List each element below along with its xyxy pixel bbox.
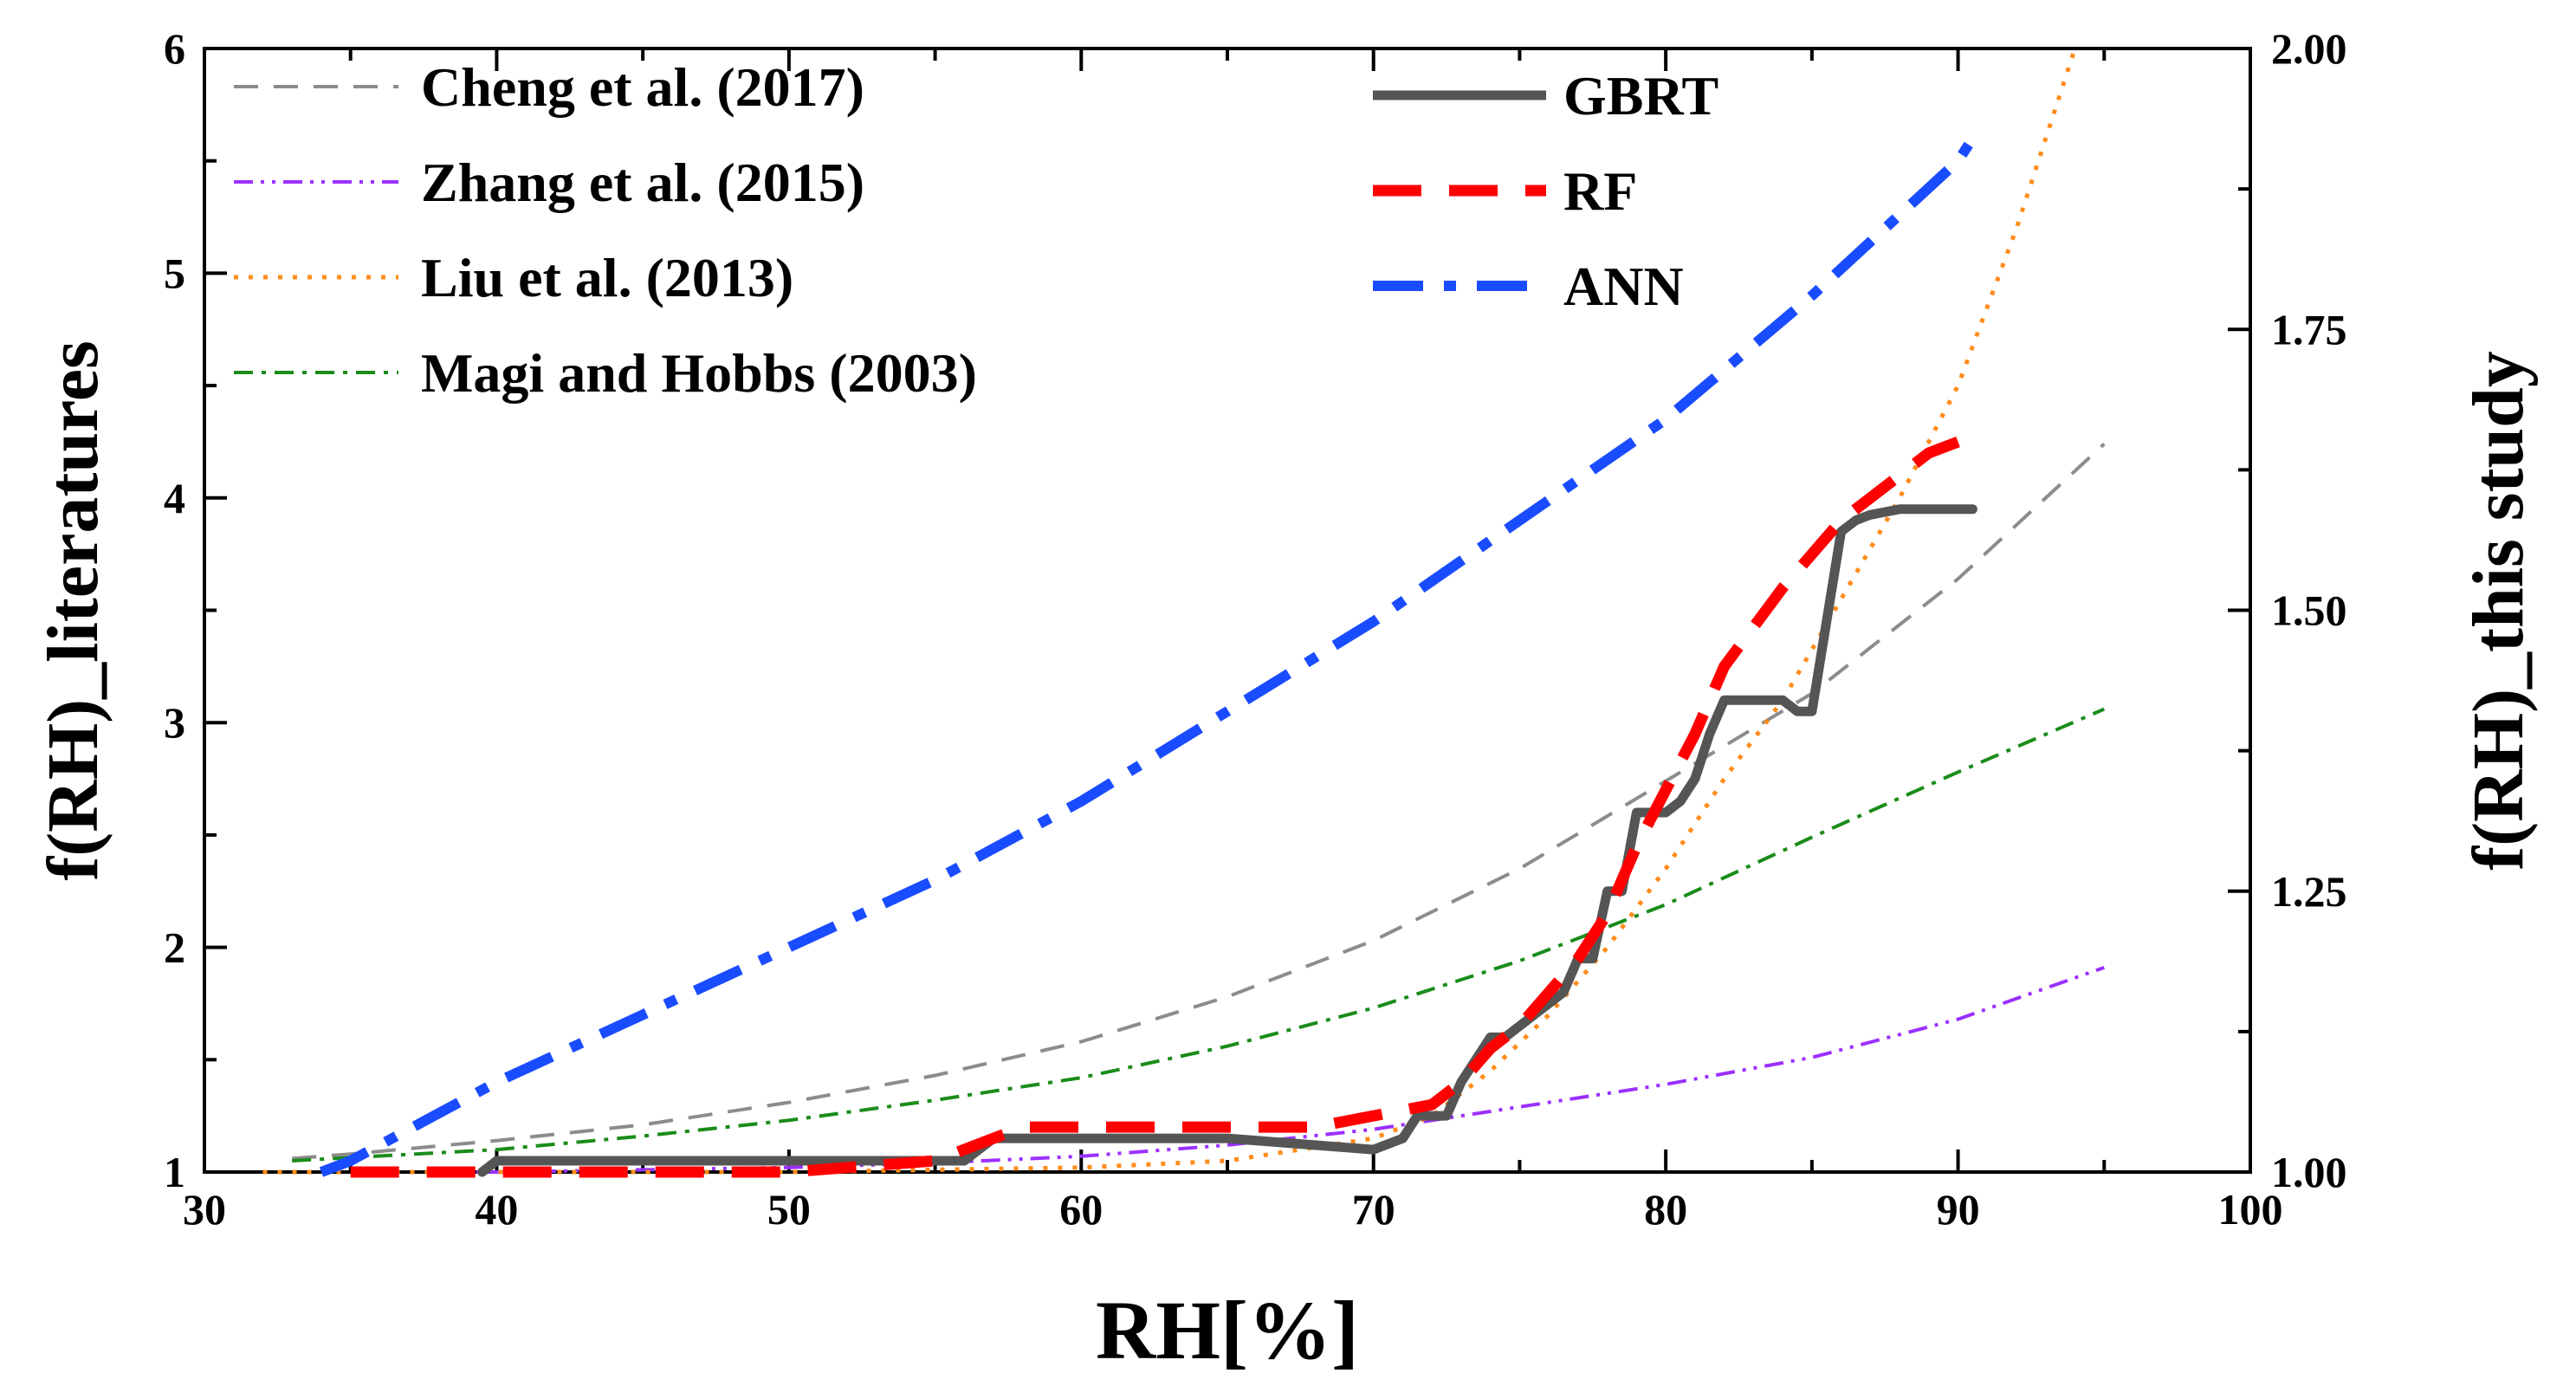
y-right-tick-label: 1.00	[2271, 1148, 2347, 1196]
x-tick-label: 60	[1059, 1185, 1103, 1234]
x-tick-label: 30	[183, 1185, 226, 1234]
x-tick-label: 90	[1937, 1185, 1980, 1234]
series-line-liu-et-al-2013	[262, 48, 2077, 1175]
x-tick-label: 40	[475, 1185, 518, 1234]
y-right-tick-label: 1.25	[2271, 867, 2347, 916]
series-line-ann	[319, 135, 1977, 1177]
legend: Cheng et al. (2017) Zhang et al. (2015) Li…	[234, 56, 1718, 404]
legend-label-zhang-et-al-2015: Zhang et al. (2015)	[421, 152, 864, 213]
series-layer	[262, 48, 2106, 1178]
y-right-tick-label: 2.00	[2271, 24, 2347, 73]
x-tick-label: 100	[2218, 1185, 2283, 1234]
legend-label-magi-and-hobbs-2003: Magi and Hobbs (2003)	[421, 342, 977, 404]
legend-label-liu-et-al-2013: Liu et al. (2013)	[421, 247, 793, 308]
y-axis-title-left: f(RH)_literatures	[33, 340, 113, 881]
series-line-gbrt	[477, 504, 1977, 1177]
legend-label-rf: RF	[1563, 160, 1637, 222]
y-left-tick-label: 4	[164, 474, 185, 522]
y-left-tick-label: 2	[164, 923, 185, 972]
series-line-rf	[350, 436, 1960, 1178]
y-left-tick-label: 5	[164, 249, 185, 297]
y-right-tick-label: 1.75	[2271, 305, 2347, 353]
plot-frame	[203, 47, 2252, 1174]
y-left-tick-label: 6	[164, 24, 185, 73]
x-tick-label: 80	[1644, 1185, 1687, 1234]
y-left-tick-label: 3	[164, 698, 185, 747]
axis-ticks: 30 40 50 60 70 80 90 100 1 2 3 4 5 6 1.00 1.25 1.50 1.75 2…	[164, 24, 2347, 1234]
y-right-tick-label: 1.50	[2271, 586, 2347, 635]
y-left-tick-label: 1	[164, 1148, 185, 1196]
legend-label-gbrt: GBRT	[1563, 65, 1718, 126]
series-line-magi-and-hobbs-2003	[292, 707, 2106, 1163]
x-tick-label: 50	[767, 1185, 811, 1234]
legend-label-cheng-et-al-2017: Cheng et al. (2017)	[421, 56, 864, 118]
x-axis-title: RH[%]	[1096, 1284, 1359, 1376]
y-axis-title-right: f(RH)_this study	[2458, 351, 2539, 871]
legend-label-ann: ANN	[1563, 256, 1684, 317]
x-tick-label: 70	[1352, 1185, 1395, 1234]
series-line-zhang-et-al-2015	[437, 966, 2105, 1174]
